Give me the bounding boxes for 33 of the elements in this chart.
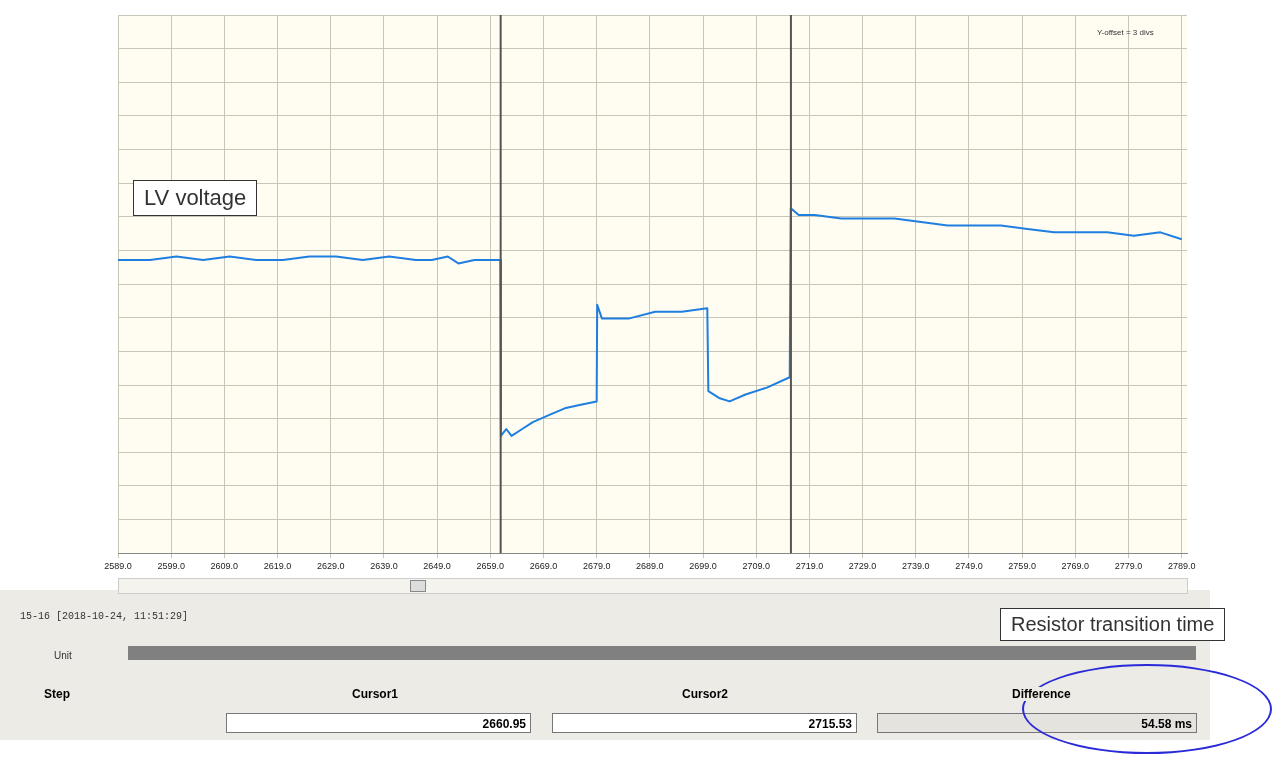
x-tick-label: 2669.0 xyxy=(529,561,558,572)
text: Step xyxy=(44,687,71,701)
text: Y-offset = 3 divs xyxy=(1097,28,1154,37)
x-tick-label: 2599.0 xyxy=(157,561,185,572)
text: 2660.95 xyxy=(226,713,531,733)
x-tick-label: 2739.0 xyxy=(902,561,930,572)
x-tick-label: 2589.0 xyxy=(104,561,132,572)
x-tick-label: 2619.0 xyxy=(263,561,292,572)
x-tick-label: 2779.0 xyxy=(1114,561,1143,572)
text: Cursor2 xyxy=(682,687,729,701)
text: Cursor1 xyxy=(352,687,399,701)
x-tick-label: 2729.0 xyxy=(848,561,877,572)
x-tick-label: 2609.0 xyxy=(210,561,239,572)
text: 15-16 [2018-10-24, 11:51:29] xyxy=(20,611,189,622)
x-tick-label: 2659.0 xyxy=(476,561,505,572)
x-tick-label: 2749.0 xyxy=(955,561,983,572)
x-tick-label: 2649.0 xyxy=(423,561,451,572)
text: 2715.53 xyxy=(552,713,857,733)
x-tick-label: 2679.0 xyxy=(582,561,611,572)
x-tick-label: 2689.0 xyxy=(636,561,664,572)
text: 54.58 ms xyxy=(877,713,1197,733)
x-tick-label: 2789.0 xyxy=(1167,561,1196,572)
x-tick-label: 2709.0 xyxy=(742,561,770,572)
text: Unit xyxy=(54,650,72,661)
x-tick-label: 2639.0 xyxy=(370,561,398,572)
x-tick-label: 2759.0 xyxy=(1008,561,1036,572)
x-tick-label: 2699.0 xyxy=(689,561,717,572)
text: LV voltage xyxy=(133,180,258,216)
text: Resistor transition time xyxy=(1000,608,1226,641)
x-tick-label: 2629.0 xyxy=(316,561,345,572)
text: Difference xyxy=(1010,687,1073,701)
x-tick-label: 2769.0 xyxy=(1061,561,1090,572)
x-tick-label: 2719.0 xyxy=(795,561,824,572)
